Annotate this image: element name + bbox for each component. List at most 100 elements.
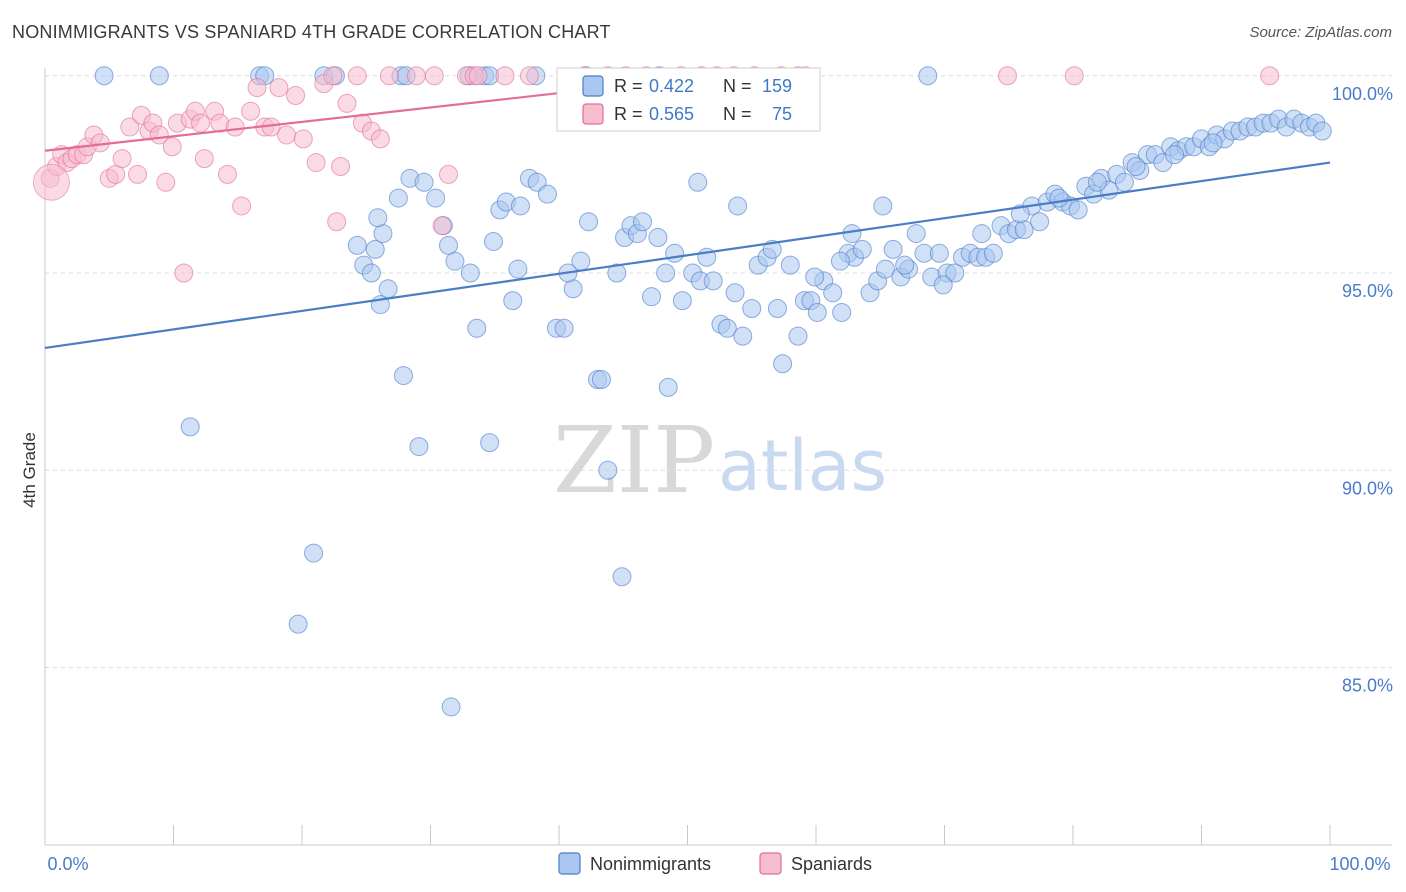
watermark-zip: ZIP <box>553 407 715 514</box>
spaniards-point-22 <box>174 263 194 283</box>
watermark-atlas: atlas <box>718 425 887 507</box>
nonimmigrants-point-38 <box>503 291 523 311</box>
spaniards-point-43 <box>327 212 347 232</box>
nonimmigrants-point-55 <box>648 228 668 248</box>
spaniards-point-20 <box>162 137 182 157</box>
nonimmigrants-point-151 <box>438 235 458 255</box>
chart-title: NONIMMIGRANTS VS SPANIARD 4TH GRADE CORR… <box>12 22 611 42</box>
nonimmigrants-point-156 <box>728 196 748 216</box>
nonimmigrants-point-166 <box>1126 157 1146 177</box>
nonimmigrants-point-13 <box>441 697 461 717</box>
spaniards-point-37 <box>277 125 297 145</box>
spaniards-point-74 <box>1260 66 1280 86</box>
legend-r-label-2: R = <box>614 104 643 124</box>
legend-bottom-label-nonimmigrants: Nonimmigrants <box>590 854 711 874</box>
nonimmigrants-point-82 <box>852 239 872 259</box>
nonimmigrants-point-27 <box>388 188 408 208</box>
spaniards-point-44 <box>331 157 351 177</box>
nonimmigrants-point-1 <box>149 66 169 86</box>
nonimmigrants-point-34 <box>467 318 487 338</box>
nonimmigrants-point-67 <box>742 299 762 319</box>
spaniards-point-29 <box>217 164 237 184</box>
nonimmigrants-point-18 <box>612 567 632 587</box>
nonimmigrants-point-23 <box>365 239 385 259</box>
watermark: ZIP atlas <box>553 407 887 514</box>
nonimmigrants-point-35 <box>483 231 503 251</box>
spaniards-point-31 <box>232 196 252 216</box>
spaniards-point-58 <box>495 66 515 86</box>
grid <box>45 75 1392 668</box>
nonimmigrants-point-160 <box>895 255 915 275</box>
nonimmigrants-point-94 <box>945 263 965 283</box>
nonimmigrants-trend-line <box>44 161 1331 350</box>
nonimmigrants-point-142 <box>1312 121 1332 141</box>
spaniards-point-42 <box>323 66 343 86</box>
spaniards-point-32 <box>241 101 261 121</box>
nonimmigrants-point-19 <box>658 377 678 397</box>
source-note: Source: ZipAtlas.com <box>1249 24 1392 41</box>
legend-r-value-2: 0.565 <box>649 104 694 124</box>
nonimmigrants-point-33 <box>460 263 480 283</box>
nonimmigrants-point-71 <box>773 354 793 374</box>
spaniards-point-51 <box>406 66 426 86</box>
nonimmigrants-point-76 <box>807 302 827 322</box>
spaniards-point-52 <box>424 66 444 86</box>
y-tick-label-1: 95.0% <box>1342 281 1393 301</box>
nonimmigrants-point-47 <box>579 212 599 232</box>
spaniards-point-large <box>32 163 70 201</box>
nonimmigrants-point-116 <box>1114 172 1134 192</box>
nonimmigrants-point-152 <box>508 259 528 279</box>
nonimmigrants-point-159 <box>842 224 862 244</box>
nonimmigrants-point-79 <box>832 302 852 322</box>
legend-bottom: Nonimmigrants Spaniards <box>558 852 872 875</box>
nonimmigrants-point-154 <box>633 212 653 232</box>
x-tick-label-1: 100.0% <box>1329 854 1390 874</box>
nonimmigrants-point-44 <box>554 318 574 338</box>
nonimmigrants-point-49 <box>591 370 611 390</box>
nonimmigrants-point-162 <box>972 224 992 244</box>
legend-n-value-1: 159 <box>762 76 792 96</box>
nonimmigrants-point-64 <box>717 318 737 338</box>
nonimmigrants-point-164 <box>1049 188 1069 208</box>
legend-r-label-1: R = <box>614 76 643 96</box>
nonimmigrants-point-161 <box>933 275 953 295</box>
spaniards-point-39 <box>293 129 313 149</box>
legend-top: R = 0.422 N = 159 R = 0.565 N = 75 <box>556 67 821 132</box>
y-axis-label: 4th Grade <box>20 432 39 508</box>
nonimmigrants-point-73 <box>788 326 808 346</box>
nonimmigrants-point-14 <box>409 437 429 457</box>
nonimmigrants-point-57 <box>665 243 685 263</box>
nonimmigrants-point-158 <box>805 267 825 287</box>
nonimmigrants-point-89 <box>906 224 926 244</box>
nonimmigrants-point-66 <box>733 326 753 346</box>
spaniards-point-49 <box>370 129 390 149</box>
nonimmigrants-point-168 <box>1203 133 1223 153</box>
nonimmigrants-points <box>94 66 1332 717</box>
y-tick-labels: 100.0% 95.0% 90.0% 85.0% <box>1332 84 1393 696</box>
nonimmigrants-point-20 <box>347 235 367 255</box>
nonimmigrants-point-22 <box>361 263 381 283</box>
spaniards-point-46 <box>347 66 367 86</box>
y-tick-label-0: 100.0% <box>1332 84 1393 104</box>
x-tick-labels: 0.0% 100.0% <box>47 854 1390 874</box>
nonimmigrants-point-155 <box>688 172 708 192</box>
nonimmigrants-point-26 <box>378 279 398 299</box>
spaniards-point-14 <box>128 164 148 184</box>
nonimmigrants-point-54 <box>642 287 662 307</box>
nonimmigrants-point-0 <box>94 66 114 86</box>
spaniards-points <box>32 66 1280 283</box>
spaniards-point-54 <box>438 164 458 184</box>
nonimmigrants-point-12 <box>304 543 324 563</box>
spaniards-point-12 <box>112 149 132 169</box>
legend-n-label-2: N = <box>723 104 752 124</box>
legend-bottom-label-spaniards: Spaniards <box>791 854 872 874</box>
nonimmigrants-point-157 <box>767 299 787 319</box>
legend-bottom-swatch-spaniards <box>759 852 782 875</box>
nonimmigrants-point-45 <box>563 279 583 299</box>
nonimmigrants-point-30 <box>426 188 446 208</box>
spaniards-point-59 <box>519 66 539 86</box>
nonimmigrants-point-70 <box>762 239 782 259</box>
nonimmigrants-point-50 <box>607 263 627 283</box>
legend-swatch-nonimmigrants <box>582 75 604 97</box>
